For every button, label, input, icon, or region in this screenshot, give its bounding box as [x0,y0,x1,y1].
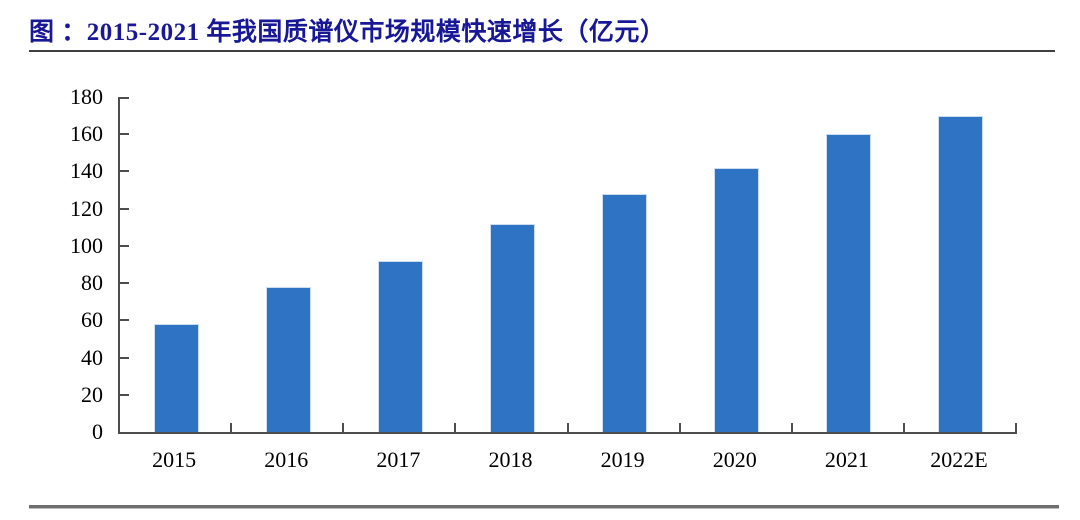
y-axis-tick-label: 120 [70,195,103,221]
figure-title: 图 ：2015-2021 年我国质谱仪市场规模快速增长（亿元） [29,19,666,46]
x-axis-tick [790,423,793,432]
y-axis-tick-label: 140 [70,158,103,184]
x-axis-category-label: 2015 [152,447,197,472]
y-axis-tick-label: 80 [81,270,103,296]
x-axis-tick [1015,423,1017,432]
y-axis-tick [120,133,129,136]
y-axis-tick [120,170,129,173]
x-axis-tick [230,423,233,432]
y-axis-tick [120,356,129,359]
y-axis-tick-label: 40 [81,344,103,370]
y-axis-tick [120,97,129,99]
bar [153,324,199,432]
y-axis-labels: 0 20 40 60 80 100 120 140 160 180 [0,85,103,444]
y-axis-tick-label: 160 [70,121,103,147]
x-axis-tick [678,423,681,432]
y-axis-tick [120,244,129,247]
x-axis-category-label: 2018 [488,447,533,472]
y-axis-tick [120,282,129,285]
x-axis-tick [342,423,345,432]
plot-area [118,97,1017,434]
y-axis-tick-label: 100 [70,232,103,258]
bar [377,260,423,432]
x-axis-category-label: 2020 [712,447,757,472]
x-axis-category-label: 2017 [376,447,421,472]
x-axis-category-label: 2022E [930,447,988,472]
bar [602,193,648,432]
footer-divider [29,505,1059,509]
bar [489,223,535,432]
x-axis-tick [454,423,457,432]
x-axis-tick [902,423,905,432]
title-divider [29,50,1055,52]
bar [938,115,984,432]
y-axis-tick [120,207,129,210]
bar [826,134,872,432]
y-axis-tick-label: 20 [81,381,103,407]
y-axis-tick-label: 0 [92,419,103,444]
y-axis-tick [120,393,129,396]
x-axis-labels: 2015 2016 2017 2018 2019 2020 2021 2022E [118,447,1015,477]
bar [265,286,311,432]
y-axis-tick-label: 60 [81,307,103,333]
x-axis-tick [566,423,569,432]
x-axis-category-label: 2021 [824,447,869,472]
y-axis-tick-label: 180 [70,84,103,109]
x-axis-category-label: 2019 [600,447,645,472]
bar [714,167,760,432]
x-axis-category-label: 2016 [264,447,309,472]
y-axis-tick [120,319,129,322]
